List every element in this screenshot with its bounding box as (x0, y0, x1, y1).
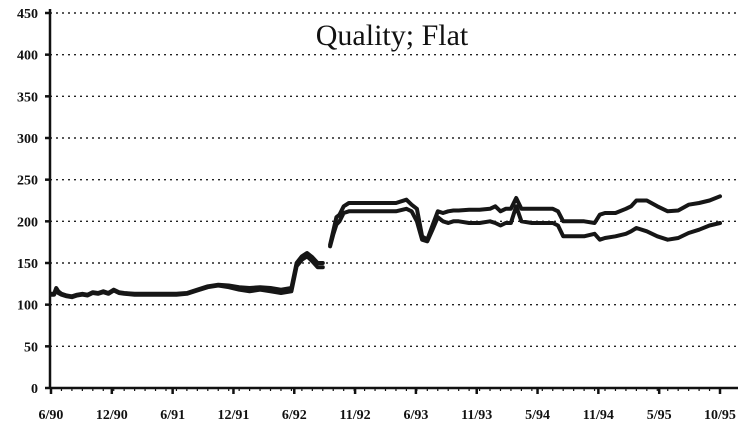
y-tick-label: 250 (17, 174, 38, 189)
series-lines (49, 194, 722, 300)
y-tick-label: 450 (17, 7, 38, 22)
x-tick-label: 11/92 (340, 408, 371, 423)
series-1-line-segment-2 (328, 194, 722, 247)
x-tick-label: 6/92 (282, 408, 307, 423)
x-tick-label: 5/94 (525, 408, 550, 423)
y-tick-label: 50 (24, 340, 38, 355)
series-2-line-segment-1 (49, 254, 325, 300)
x-tick-label: 12/90 (96, 408, 128, 423)
y-tick-label: 350 (17, 90, 38, 105)
y-tick-label: 100 (17, 299, 38, 314)
y-tick-label: 0 (31, 382, 38, 397)
x-tick-label: 5/95 (647, 408, 672, 423)
x-tick-label: 12/91 (218, 408, 250, 423)
x-tick-labels: 6/90 12/90 6/91 12/91 6/92 11/92 6/93 11/93 5/94… (39, 408, 736, 423)
x-tick-label: 6/93 (403, 408, 428, 423)
x-tick-label: 11/94 (583, 408, 614, 423)
series-1-line-segment-1 (49, 251, 325, 299)
x-tick-label: 6/91 (160, 408, 185, 423)
gridlines (50, 12, 738, 348)
axes (45, 9, 738, 394)
chart-title: Quality; Flat (316, 19, 469, 52)
y-tick-label: 150 (17, 257, 38, 272)
y-tick-labels: 0 50 100 150 200 250 300 350 400 450 (17, 7, 38, 397)
x-tick-label: 6/90 (39, 408, 64, 423)
series-2-line-segment-2 (328, 204, 722, 249)
y-tick-label: 400 (17, 49, 38, 64)
x-tick-label: 11/93 (461, 408, 492, 423)
x-tick-label: 10/95 (704, 408, 736, 423)
y-tick-label: 200 (17, 215, 38, 230)
y-tick-label: 300 (17, 132, 38, 147)
